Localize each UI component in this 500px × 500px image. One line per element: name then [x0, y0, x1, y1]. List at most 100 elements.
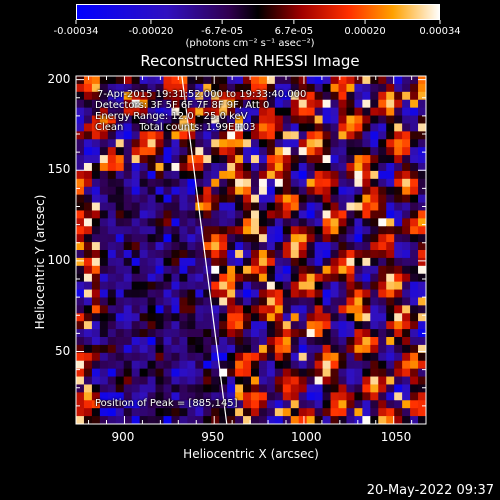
heatmap-cell [410, 99, 419, 109]
heatmap-cell [227, 147, 236, 156]
colorbar-tick-label: -0.00034 [53, 26, 99, 37]
heatmap-cell [195, 408, 204, 417]
heatmap-cell [99, 392, 109, 401]
heatmap-cell [354, 163, 363, 172]
heatmap-cell [107, 139, 117, 148]
heatmap-cell [362, 186, 371, 196]
heatmap-cell [410, 289, 419, 299]
heatmap-cell [195, 194, 204, 204]
heatmap-cell [115, 131, 125, 140]
heatmap-cell [163, 115, 173, 125]
heatmap-cell [298, 352, 308, 362]
heatmap-cell [155, 321, 165, 330]
heatmap-cell [235, 281, 244, 291]
heatmap-cell [251, 384, 260, 393]
heatmap-cell [131, 408, 141, 417]
heatmap-cell [322, 384, 332, 393]
heatmap-cell [179, 99, 188, 109]
heatmap-cell [171, 107, 181, 117]
heatmap-cell [76, 337, 85, 346]
heatmap-cell [394, 115, 403, 125]
heatmap-cell [290, 321, 300, 330]
heatmap-cell [219, 234, 228, 243]
heatmap-cell [155, 281, 165, 291]
heatmap-cell [211, 139, 220, 148]
heatmap-cell [290, 360, 300, 370]
heatmap-cell [163, 91, 173, 101]
heatmap-cell [258, 163, 268, 172]
heatmap-cell [370, 115, 379, 125]
heatmap-cell [171, 202, 181, 212]
heatmap-cell [394, 352, 403, 362]
heatmap-cell [243, 178, 252, 188]
heatmap-cell [163, 265, 173, 275]
heatmap-cell [139, 163, 149, 172]
heatmap-cell [115, 202, 125, 212]
heatmap-cell [402, 257, 411, 267]
heatmap-cell [219, 376, 228, 386]
heatmap-cell [322, 329, 332, 338]
heatmap-cell [243, 242, 252, 251]
heatmap-cell [354, 408, 363, 417]
heatmap-cell [402, 344, 411, 354]
heatmap-cell [227, 242, 236, 251]
heatmap-cell [362, 368, 371, 378]
heatmap-cell [298, 376, 308, 386]
heatmap-cell [83, 273, 93, 283]
heatmap-cell [115, 186, 125, 196]
heatmap-cell [298, 273, 308, 283]
heatmap-cell [418, 226, 426, 235]
heatmap-cell [402, 115, 411, 125]
heatmap-cell [314, 210, 324, 219]
heatmap-cell [211, 273, 220, 283]
heatmap-cell [306, 131, 316, 140]
heatmap-cell [155, 147, 165, 156]
heatmap-cell [187, 107, 196, 117]
heatmap-cell [139, 186, 149, 196]
heatmap-cell [83, 265, 93, 275]
heatmap-cell [211, 147, 220, 156]
heatmap-cell [147, 202, 157, 212]
heatmap-cell [258, 368, 268, 378]
heatmap-cell [243, 265, 252, 275]
heatmap-cell [266, 297, 276, 306]
heatmap-cell [346, 297, 356, 306]
heatmap-cell [282, 123, 292, 132]
heatmap-cell [171, 297, 181, 306]
heatmap-cell [266, 139, 276, 148]
heatmap-cell [306, 376, 316, 386]
heatmap-cell [235, 163, 244, 172]
heatmap-cell [322, 163, 332, 172]
heatmap-cell [139, 281, 149, 291]
heatmap-cell [123, 400, 133, 409]
heatmap-cell [266, 289, 276, 299]
heatmap-cell [219, 155, 228, 164]
heatmap-cell [147, 329, 157, 338]
heatmap-cell [91, 400, 101, 409]
heatmap-cell [378, 265, 387, 275]
heatmap-cell [386, 257, 395, 267]
heatmap-cell [394, 329, 403, 338]
heatmap-cell [147, 384, 157, 393]
heatmap-cell [338, 76, 348, 85]
heatmap-cell [203, 218, 212, 227]
heatmap-cell [219, 305, 228, 314]
heatmap-cell [195, 400, 204, 409]
heatmap-cell [203, 202, 212, 212]
heatmap-cell [370, 368, 379, 378]
heatmap-cell [163, 131, 173, 140]
heatmap-cell [155, 408, 165, 417]
heatmap-cell [354, 297, 363, 306]
heatmap-cell [354, 107, 363, 117]
heatmap-cell [195, 344, 204, 354]
colorbar-tick-label: -0.00020 [128, 26, 174, 37]
heatmap-cell [155, 178, 165, 188]
heatmap-cell [163, 242, 173, 251]
heatmap-cell [410, 352, 419, 362]
heatmap-cell [147, 250, 157, 259]
heatmap-cell [402, 170, 411, 180]
heatmap-cell [330, 131, 340, 140]
heatmap-cell [171, 289, 181, 299]
heatmap-cell [243, 186, 252, 196]
heatmap-cell [322, 352, 332, 362]
